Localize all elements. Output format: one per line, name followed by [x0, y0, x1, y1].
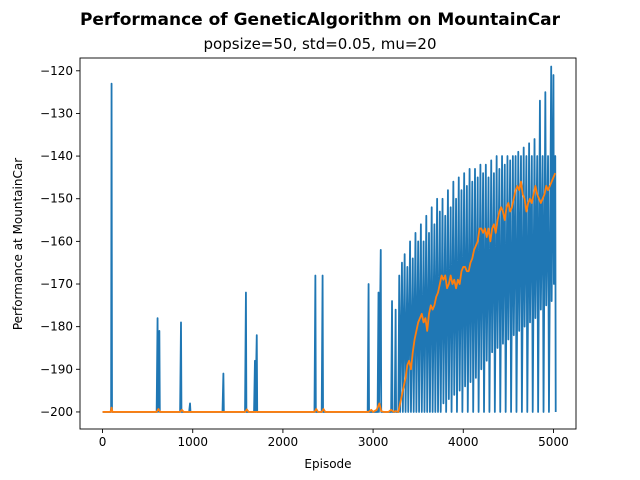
series-line-2 — [102, 172, 557, 413]
y-tick-label: −120 — [40, 64, 73, 78]
axes: 0 1000 2000 3000 4000 5000 −200 −190 −180 −170 −16… — [40, 57, 577, 449]
chart-subtitle: popsize=50, std=0.05, mu=20 — [204, 35, 437, 53]
y-tick-label: −180 — [40, 320, 73, 334]
x-tick-label: 0 — [99, 435, 107, 449]
y-tick-label: −170 — [40, 277, 73, 291]
x-tick-label: 5000 — [538, 435, 569, 449]
y-axis-label: Performance at MountainCar — [11, 158, 25, 330]
plot-area — [102, 65, 557, 413]
y-tick-label: −140 — [40, 149, 73, 163]
y-tick-label: −130 — [40, 106, 73, 120]
series-line-1 — [102, 65, 557, 413]
chart-title: Performance of GeneticAlgorithm on Mount… — [80, 10, 561, 30]
x-tick-label: 1000 — [177, 435, 208, 449]
y-tick-label: −200 — [40, 405, 73, 419]
y-tick-label: −150 — [40, 192, 73, 206]
x-axis-label: Episode — [304, 457, 351, 471]
axes-frame — [79, 57, 577, 430]
x-tick-label: 2000 — [268, 435, 299, 449]
y-tick-label: −190 — [40, 362, 73, 376]
x-tick-label: 3000 — [358, 435, 389, 449]
y-tick-label: −160 — [40, 234, 73, 248]
x-tick-label: 4000 — [448, 435, 479, 449]
